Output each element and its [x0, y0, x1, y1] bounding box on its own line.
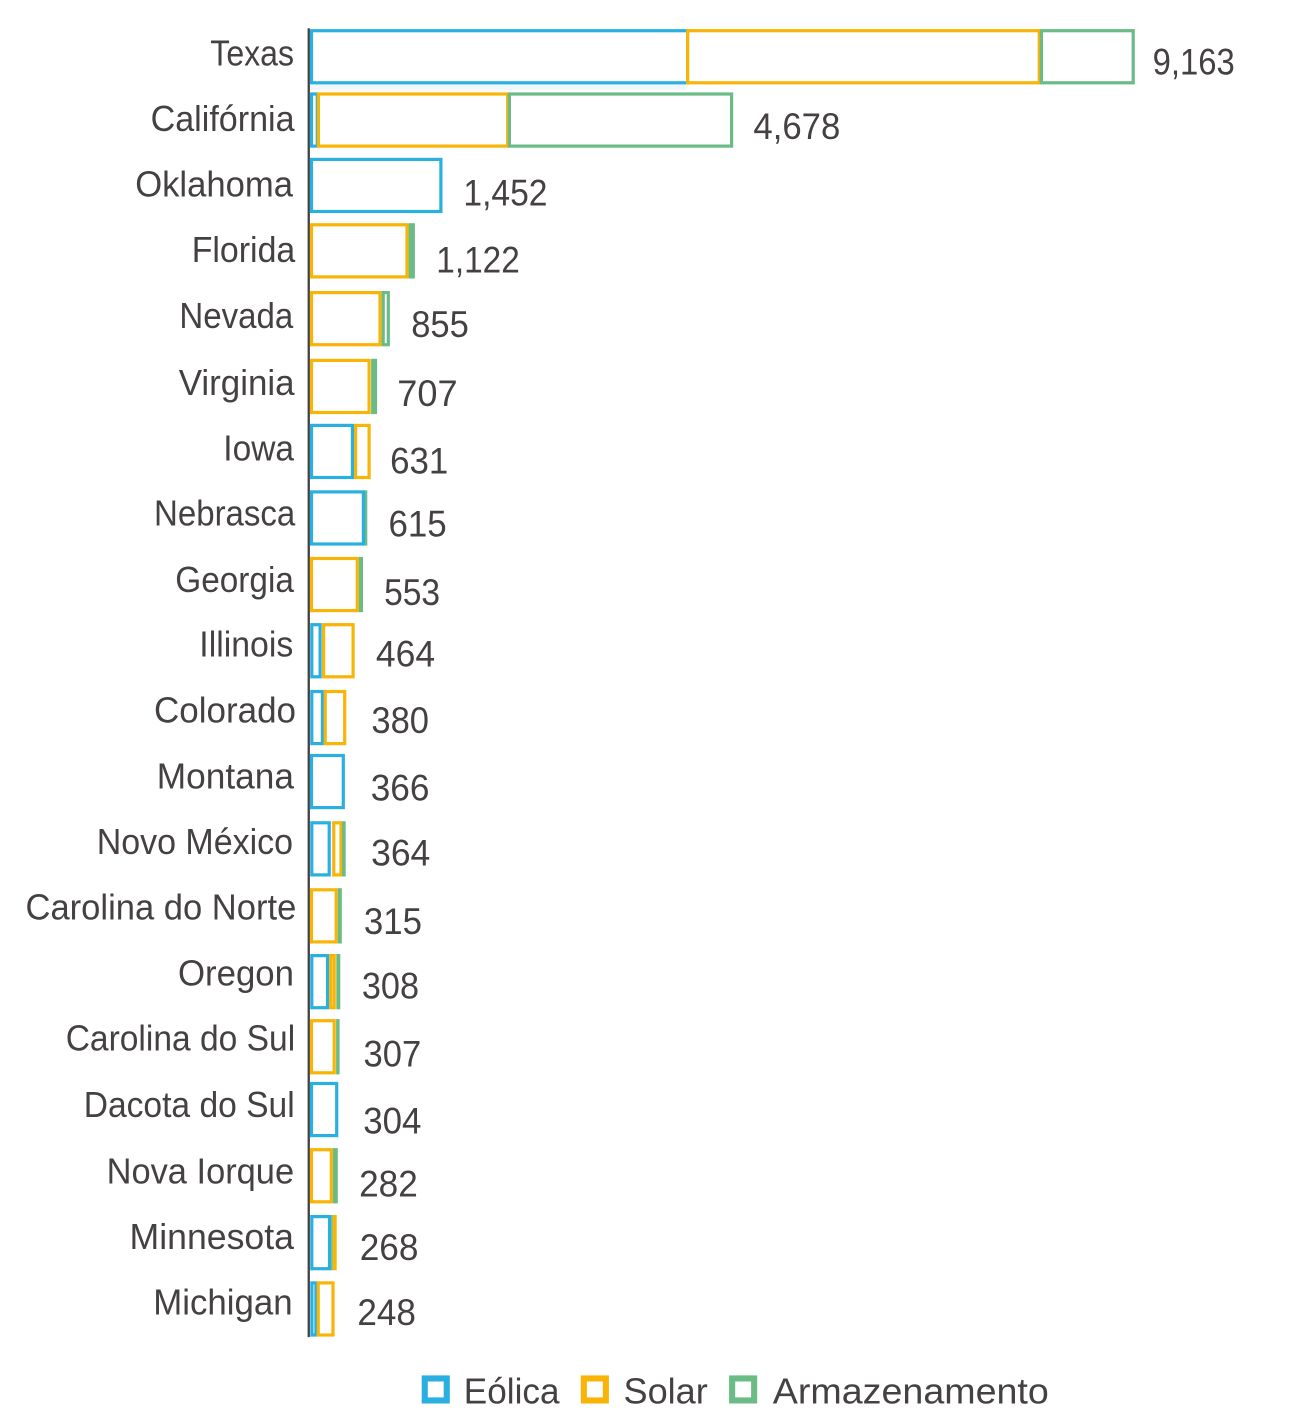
svg-text:Eólica: Eólica	[464, 1370, 560, 1411]
svg-text:1,452: 1,452	[463, 173, 547, 214]
svg-text:Carolina do Sul: Carolina do Sul	[66, 1018, 296, 1059]
svg-text:Montana: Montana	[157, 755, 295, 796]
svg-text:Georgia: Georgia	[175, 559, 294, 600]
svg-text:553: 553	[384, 572, 440, 613]
svg-text:Michigan: Michigan	[153, 1282, 292, 1323]
svg-text:307: 307	[364, 1034, 422, 1075]
svg-text:Nevada: Nevada	[179, 295, 294, 336]
svg-text:380: 380	[371, 700, 429, 741]
svg-text:Florida: Florida	[192, 229, 296, 270]
svg-text:4,678: 4,678	[753, 106, 840, 147]
svg-text:855: 855	[411, 304, 469, 345]
svg-text:366: 366	[371, 768, 430, 809]
svg-text:Texas: Texas	[210, 33, 294, 74]
svg-text:248: 248	[357, 1292, 416, 1333]
svg-text:268: 268	[360, 1227, 419, 1268]
svg-text:707: 707	[397, 373, 457, 414]
svg-text:Illinois: Illinois	[199, 624, 293, 665]
svg-text:464: 464	[376, 634, 435, 675]
svg-text:Nebrasca: Nebrasca	[154, 492, 296, 533]
svg-text:308: 308	[362, 966, 419, 1007]
svg-text:315: 315	[364, 901, 422, 942]
svg-text:Oregon: Oregon	[178, 953, 294, 994]
svg-text:282: 282	[359, 1163, 418, 1204]
svg-text:Oklahoma: Oklahoma	[135, 164, 293, 205]
svg-text:9,163: 9,163	[1153, 41, 1235, 82]
svg-text:631: 631	[390, 441, 448, 482]
svg-text:Virginia: Virginia	[179, 362, 296, 403]
svg-text:Carolina do Norte: Carolina do Norte	[26, 887, 297, 928]
svg-text:Colorado: Colorado	[154, 689, 296, 730]
svg-text:364: 364	[371, 833, 430, 874]
svg-text:Iowa: Iowa	[223, 428, 294, 469]
svg-text:Novo México: Novo México	[97, 821, 293, 862]
svg-text:1,122: 1,122	[436, 239, 520, 280]
svg-text:304: 304	[363, 1101, 421, 1142]
svg-text:Armazenamento: Armazenamento	[773, 1370, 1049, 1411]
svg-text:Dacota do Sul: Dacota do Sul	[84, 1084, 295, 1125]
svg-text:Minnesota: Minnesota	[130, 1216, 295, 1257]
svg-text:Solar: Solar	[624, 1370, 708, 1411]
svg-text:615: 615	[389, 503, 447, 544]
svg-text:Califórnia: Califórnia	[151, 98, 296, 139]
svg-text:Nova Iorque: Nova Iorque	[107, 1150, 295, 1191]
